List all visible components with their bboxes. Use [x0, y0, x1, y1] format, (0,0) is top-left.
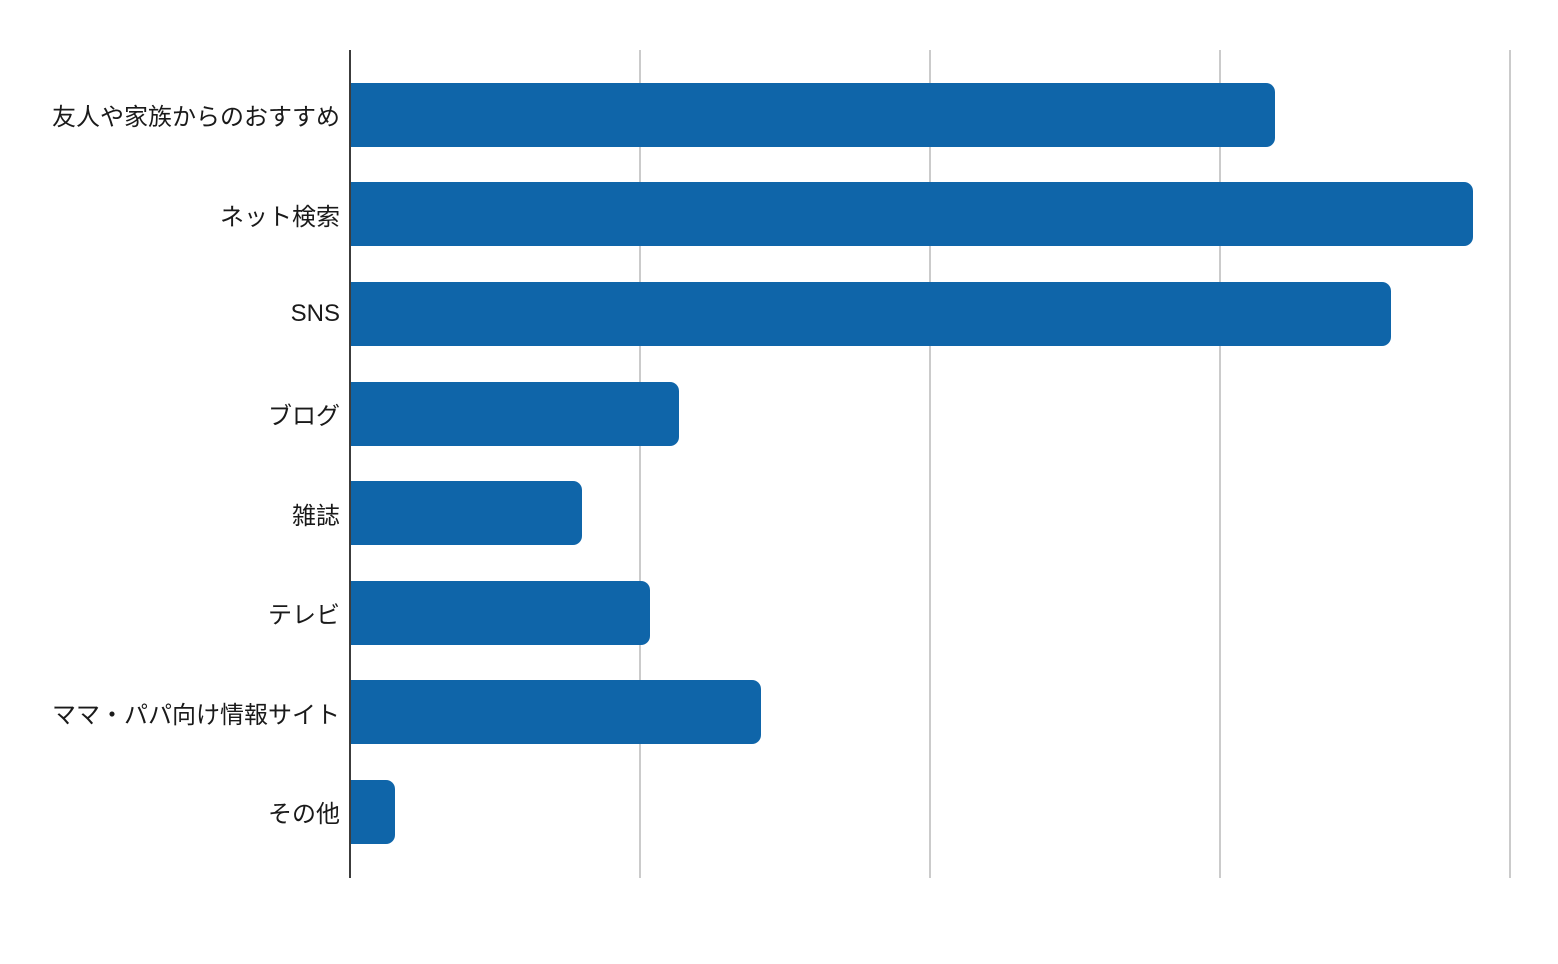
bar: [351, 481, 582, 546]
y-axis-label: 雑誌: [292, 502, 340, 530]
gridline: [929, 50, 931, 878]
bar: [351, 580, 650, 645]
gridline: [1509, 50, 1511, 878]
y-axis-label: SNS: [290, 299, 340, 327]
bar: [351, 779, 395, 844]
y-axis-label: その他: [268, 801, 340, 829]
gridline: [1219, 50, 1221, 878]
chart-row: テレビ: [0, 563, 1558, 663]
chart-row: 友人や家族からのおすすめ: [0, 65, 1558, 165]
y-axis-label: テレビ: [268, 602, 340, 630]
chart-row: 雑誌: [0, 463, 1558, 563]
gridline: [639, 50, 641, 878]
y-axis-label: ママ・パパ向け情報サイト: [52, 701, 340, 729]
bar: [351, 381, 679, 446]
chart-rows: 友人や家族からのおすすめ ネット検索 SNS ブログ: [0, 65, 1558, 862]
y-axis-label: ブログ: [268, 403, 340, 431]
y-axis-label: ネット検索: [220, 203, 340, 231]
bar: [351, 82, 1275, 147]
chart-row: ネット検索: [0, 165, 1558, 265]
chart-row: SNS: [0, 264, 1558, 364]
bar: [351, 281, 1391, 346]
chart-row: ブログ: [0, 364, 1558, 464]
chart-row: ママ・パパ向け情報サイト: [0, 663, 1558, 763]
y-axis-label: 友人や家族からのおすすめ: [52, 104, 340, 132]
bar: [351, 680, 762, 745]
chart-row: その他: [0, 762, 1558, 862]
plot-area: [349, 50, 1511, 878]
bar: [351, 182, 1474, 247]
